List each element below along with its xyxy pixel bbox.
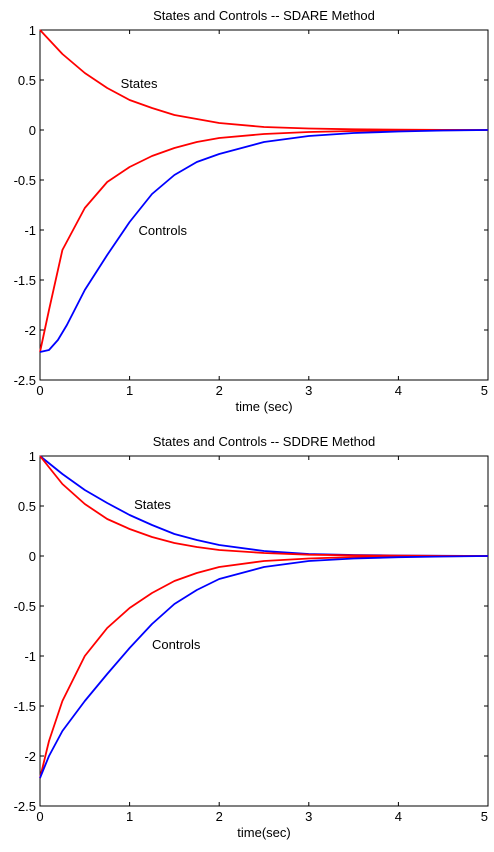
- series-line-red-0: [39, 29, 489, 131]
- annotation-controls: Controls: [139, 223, 188, 238]
- chart-sdare: States and Controls -- SDARE Method 0 1 2 3 4…: [14, 8, 489, 414]
- chart-sdare-svg: States and Controls -- SDARE Method 0 1 2 3 4…: [14, 8, 489, 414]
- y-tick-label: -2: [24, 749, 36, 764]
- y-tick-label: -1.5: [14, 699, 36, 714]
- x-tick-label: 0: [36, 383, 43, 398]
- x-tick-label: 1: [126, 383, 133, 398]
- chart-sddre-svg: States and Controls -- SDDRE Method 0 1 2 3 4…: [14, 434, 489, 840]
- x-tick-label: 4: [395, 383, 402, 398]
- series-line-red-1: [39, 455, 489, 557]
- x-tick-label: 5: [481, 809, 488, 824]
- chart-sddre: States and Controls -- SDDRE Method 0 1 2 3 4…: [0, 426, 494, 852]
- x-tick-label: 3: [305, 809, 312, 824]
- y-tick-label: -1: [24, 649, 36, 664]
- y-tick-label: 0: [29, 123, 36, 138]
- series-line-blue-2: [39, 129, 489, 353]
- series-line-red-2: [39, 555, 489, 779]
- x-tick-label: 2: [216, 809, 223, 824]
- x-tick-label: 0: [36, 809, 43, 824]
- y-tick-label: 1: [29, 23, 36, 38]
- y-tick-label: -2.5: [14, 799, 36, 814]
- annotation-controls: Controls: [152, 637, 201, 652]
- annotation-states: States: [121, 76, 158, 91]
- y-tick-label: -2.5: [14, 373, 36, 388]
- x-tick-label: 5: [481, 383, 488, 398]
- series-line-blue-3: [39, 555, 489, 779]
- y-tick-label: 1: [29, 449, 36, 464]
- y-tick-label: -0.5: [14, 599, 36, 614]
- y-tick-label: 0.5: [18, 499, 36, 514]
- y-tick-label: -0.5: [14, 173, 36, 188]
- x-axis-label: time (sec): [235, 399, 292, 414]
- y-tick-label: -1: [24, 223, 36, 238]
- x-tick-label: 3: [305, 383, 312, 398]
- x-tick-label: 1: [126, 809, 133, 824]
- series-line-blue-0: [39, 455, 489, 557]
- y-tick-label: -1.5: [14, 273, 36, 288]
- y-tick-label: 0.5: [18, 73, 36, 88]
- series-line-red-1: [39, 129, 489, 353]
- y-tick-label: -2: [24, 323, 36, 338]
- plot-frame: [39, 455, 489, 807]
- x-tick-label: 4: [395, 809, 402, 824]
- plot-frame: [39, 29, 489, 381]
- y-tick-label: 0: [29, 549, 36, 564]
- chart-title: States and Controls -- SDARE Method: [153, 8, 375, 23]
- annotation-states: States: [134, 497, 171, 512]
- chart-title: States and Controls -- SDDRE Method: [153, 434, 376, 449]
- x-tick-label: 2: [216, 383, 223, 398]
- x-axis-label: time(sec): [237, 825, 290, 840]
